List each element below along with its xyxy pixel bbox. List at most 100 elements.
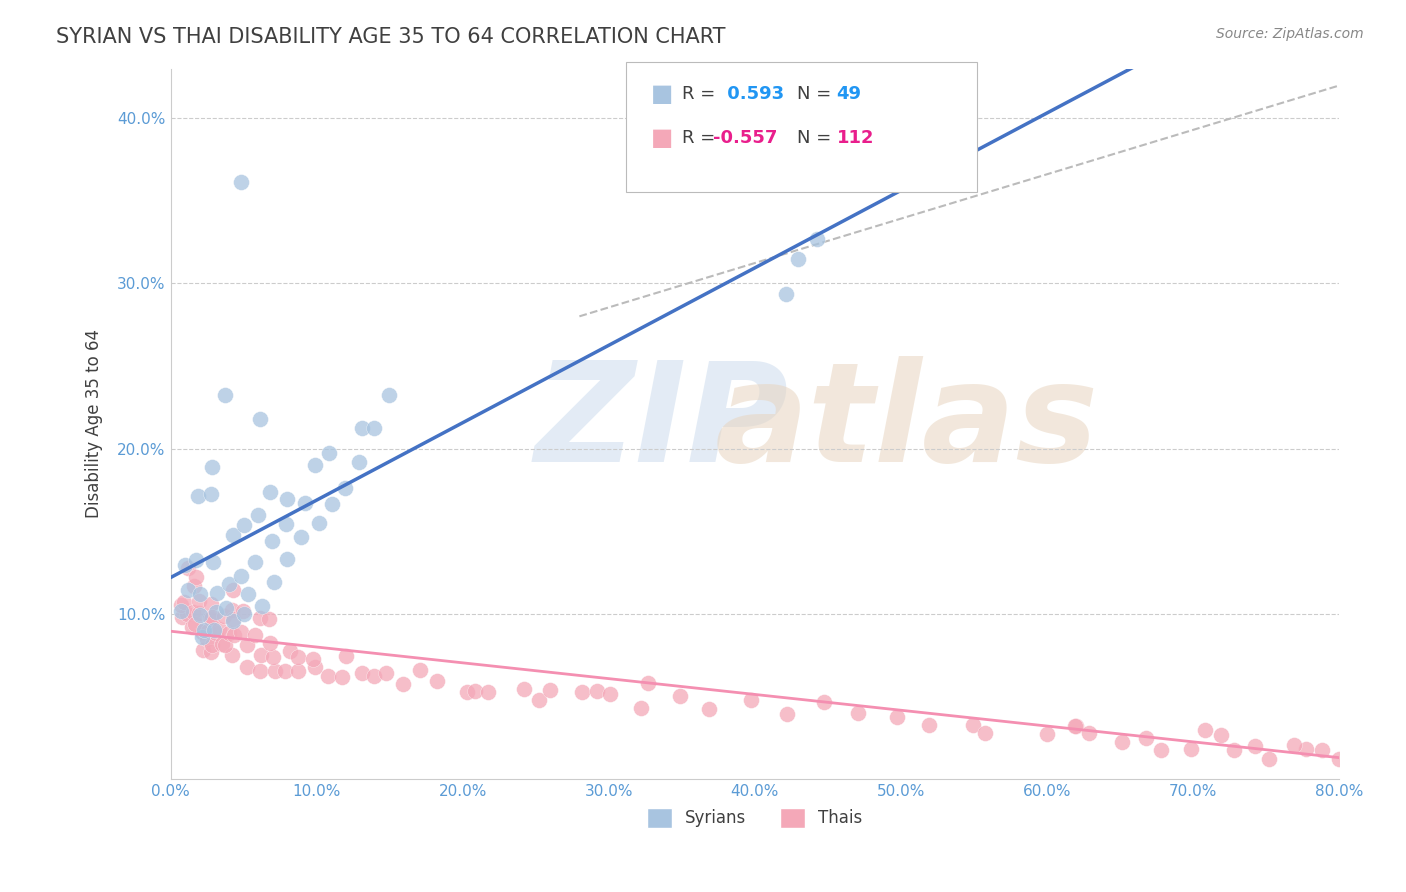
Point	[1284, 739, 1306, 753]
Point	[806, 232, 828, 246]
Point	[233, 607, 256, 621]
Point	[1372, 752, 1395, 766]
Point	[1064, 718, 1087, 732]
Point	[513, 681, 536, 696]
Point	[1346, 746, 1368, 760]
Point	[191, 643, 214, 657]
Legend: Syrians, Thais: Syrians, Thais	[640, 801, 869, 835]
Text: 0.593: 0.593	[721, 85, 785, 103]
Point	[259, 636, 281, 650]
Point	[1310, 743, 1333, 757]
Point	[205, 585, 228, 599]
Point	[231, 569, 253, 583]
Point	[247, 508, 270, 522]
Point	[1180, 741, 1202, 756]
Text: R =: R =	[682, 129, 721, 147]
Point	[184, 570, 207, 584]
Point	[304, 659, 326, 673]
Point	[264, 664, 287, 678]
Point	[197, 624, 219, 638]
Point	[464, 683, 486, 698]
Point	[232, 604, 254, 618]
Point	[262, 649, 284, 664]
Point	[276, 516, 298, 531]
Point	[188, 587, 211, 601]
Point	[214, 639, 236, 653]
Text: ■: ■	[651, 127, 673, 150]
Point	[294, 496, 316, 510]
Point	[1355, 756, 1378, 771]
Point	[1135, 731, 1157, 745]
Point	[1223, 743, 1246, 757]
Text: ■: ■	[651, 82, 673, 105]
Point	[200, 487, 222, 501]
Point	[263, 575, 285, 590]
Point	[375, 666, 398, 681]
Point	[1386, 752, 1406, 766]
Point	[184, 617, 207, 632]
Point	[191, 625, 214, 640]
Point	[775, 286, 797, 301]
Point	[193, 623, 215, 637]
Point	[846, 706, 869, 720]
Point	[198, 610, 221, 624]
Point	[886, 710, 908, 724]
Point	[222, 528, 245, 542]
Point	[740, 693, 762, 707]
Point	[304, 458, 326, 473]
Point	[176, 607, 198, 622]
Point	[200, 645, 222, 659]
Text: SYRIAN VS THAI DISABILITY AGE 35 TO 64 CORRELATION CHART: SYRIAN VS THAI DISABILITY AGE 35 TO 64 C…	[56, 27, 725, 46]
Point	[1063, 718, 1085, 732]
Point	[218, 577, 240, 591]
Point	[274, 664, 297, 678]
Point	[222, 612, 245, 626]
Point	[180, 620, 202, 634]
Point	[184, 553, 207, 567]
Point	[1077, 726, 1099, 740]
Point	[221, 648, 243, 662]
Point	[222, 582, 245, 597]
Point	[236, 660, 259, 674]
Text: R =: R =	[682, 85, 721, 103]
Point	[1209, 728, 1232, 742]
Point	[200, 597, 222, 611]
Point	[208, 623, 231, 637]
Point	[276, 491, 298, 506]
Point	[301, 652, 323, 666]
Point	[571, 685, 593, 699]
Point	[962, 717, 984, 731]
Point	[316, 669, 339, 683]
Point	[1111, 734, 1133, 748]
Point	[335, 481, 357, 495]
Text: N =: N =	[797, 85, 837, 103]
Point	[173, 595, 195, 609]
Point	[236, 638, 259, 652]
Point	[221, 603, 243, 617]
Y-axis label: Disability Age 35 to 64: Disability Age 35 to 64	[86, 329, 103, 518]
Point	[330, 671, 353, 685]
Point	[1243, 739, 1265, 754]
Point	[974, 725, 997, 739]
Point	[637, 676, 659, 690]
Point	[917, 718, 939, 732]
Point	[214, 388, 236, 402]
Point	[229, 175, 252, 189]
Point	[529, 692, 551, 706]
Point	[259, 484, 281, 499]
Text: 49: 49	[837, 85, 862, 103]
Point	[249, 664, 271, 678]
Point	[391, 677, 413, 691]
Point	[1327, 752, 1350, 766]
Point	[245, 627, 267, 641]
Point	[378, 388, 401, 402]
Point	[477, 684, 499, 698]
Point	[1036, 727, 1059, 741]
Text: 112: 112	[837, 129, 875, 147]
Point	[243, 555, 266, 569]
Point	[201, 610, 224, 624]
Point	[188, 594, 211, 608]
Point	[183, 605, 205, 619]
Point	[1295, 742, 1317, 756]
Point	[287, 649, 309, 664]
